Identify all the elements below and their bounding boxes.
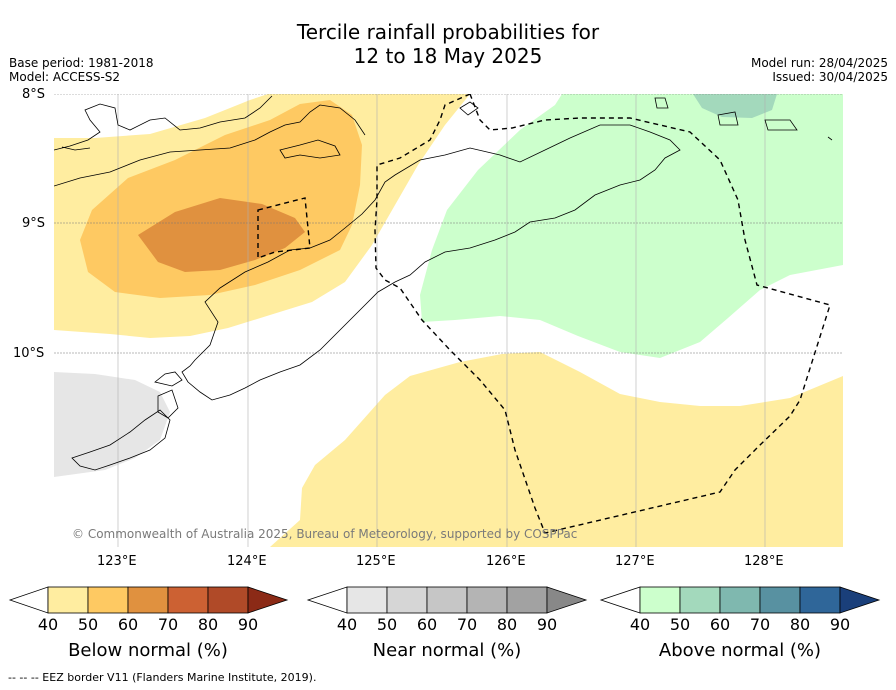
model-run: Model run: 28/04/2025 <box>750 56 888 70</box>
lon-label-127e: 127°E <box>615 554 655 569</box>
above-tick-80: 80 <box>789 615 811 634</box>
colorbar-below-arrow-left <box>8 586 49 614</box>
colorbar-above-swatch-5 <box>799 586 841 614</box>
lat-label-9s: 9°S <box>22 216 46 231</box>
near-normal-label: Near normal (%) <box>372 640 522 661</box>
below-tick-50: 50 <box>77 615 99 634</box>
colorbar-above-arrow-left <box>599 586 641 614</box>
below-tick-80: 80 <box>197 615 219 634</box>
near-tick-40: 40 <box>336 615 358 634</box>
lon-label-126e: 126°E <box>486 554 526 569</box>
lat-label-10s: 10°S <box>13 346 45 361</box>
colorbar-near-swatch-5 <box>506 586 548 614</box>
colorbar-above-normal <box>599 586 881 614</box>
colorbar-below-swatch-5 <box>207 586 249 614</box>
eez-footnote: -- -- -- EEZ border V11 (Flanders Marine… <box>8 671 317 684</box>
probability-map <box>54 94 843 547</box>
colorbar-below-swatch-3 <box>127 586 169 614</box>
eez-border <box>374 94 831 534</box>
above-tick-90: 90 <box>829 615 851 634</box>
colorbar-near-normal <box>306 586 588 614</box>
title-line-2: 12 to 18 May 2025 <box>353 44 543 68</box>
above-tick-40: 40 <box>629 615 651 634</box>
below-tick-70: 70 <box>157 615 179 634</box>
near-tick-60: 60 <box>416 615 438 634</box>
colorbar-above-swatch-3 <box>719 586 761 614</box>
above-normal-40-50-region <box>420 94 843 358</box>
below-tick-60: 60 <box>117 615 139 634</box>
colorbar-near-swatch-3 <box>426 586 468 614</box>
near-normal-40-50-region <box>54 372 170 477</box>
grid-lines <box>54 94 843 547</box>
below-normal-label: Below normal (%) <box>68 640 228 661</box>
above-tick-50: 50 <box>669 615 691 634</box>
base-period: Base period: 1981-2018 <box>9 56 154 70</box>
eez-border-enclave <box>257 197 311 259</box>
below-tick-40: 40 <box>37 615 59 634</box>
near-tick-80: 80 <box>496 615 518 634</box>
colorbar-below-swatch-2 <box>87 586 129 614</box>
above-normal-label: Above normal (%) <box>658 640 822 661</box>
near-tick-90: 90 <box>536 615 558 634</box>
coastlines <box>54 95 833 471</box>
lon-label-125e: 125°E <box>356 554 396 569</box>
colorbar-above-swatch-2 <box>679 586 721 614</box>
lat-label-8s: 8°S <box>22 87 46 102</box>
below-normal-60-70-region <box>138 198 305 272</box>
colorbar-near-arrow-left <box>306 586 348 614</box>
issued-date: Issued: 30/04/2025 <box>772 70 888 84</box>
colorbar-near-swatch-2 <box>386 586 428 614</box>
model-name: Model: ACCESS-S2 <box>9 70 121 84</box>
colorbar-below-arrow-right <box>247 586 289 614</box>
colorbar-below-swatch-1 <box>47 586 89 614</box>
lon-label-123e: 123°E <box>97 554 137 569</box>
above-normal-50-60-region <box>693 94 777 118</box>
below-tick-90: 90 <box>237 615 259 634</box>
above-tick-70: 70 <box>749 615 771 634</box>
colorbar-above-swatch-1 <box>639 586 681 614</box>
lon-label-124e: 124°E <box>227 554 267 569</box>
near-tick-50: 50 <box>376 615 398 634</box>
colorbar-above-arrow-right <box>839 586 881 614</box>
lon-label-128e: 128°E <box>744 554 784 569</box>
colorbar-below-normal <box>8 586 289 614</box>
colorbar-near-swatch-4 <box>466 586 508 614</box>
colorbar-near-arrow-right <box>546 586 588 614</box>
colorbar-below-swatch-4 <box>167 586 209 614</box>
near-tick-70: 70 <box>456 615 478 634</box>
above-tick-60: 60 <box>709 615 731 634</box>
colorbar-near-swatch-1 <box>346 586 388 614</box>
colorbar-above-swatch-4 <box>759 586 801 614</box>
copyright-notice: © Commonwealth of Australia 2025, Bureau… <box>72 527 578 541</box>
below-normal-40-50-south-region <box>270 352 843 547</box>
title-line-1: Tercile rainfall probabilities for <box>296 20 600 44</box>
